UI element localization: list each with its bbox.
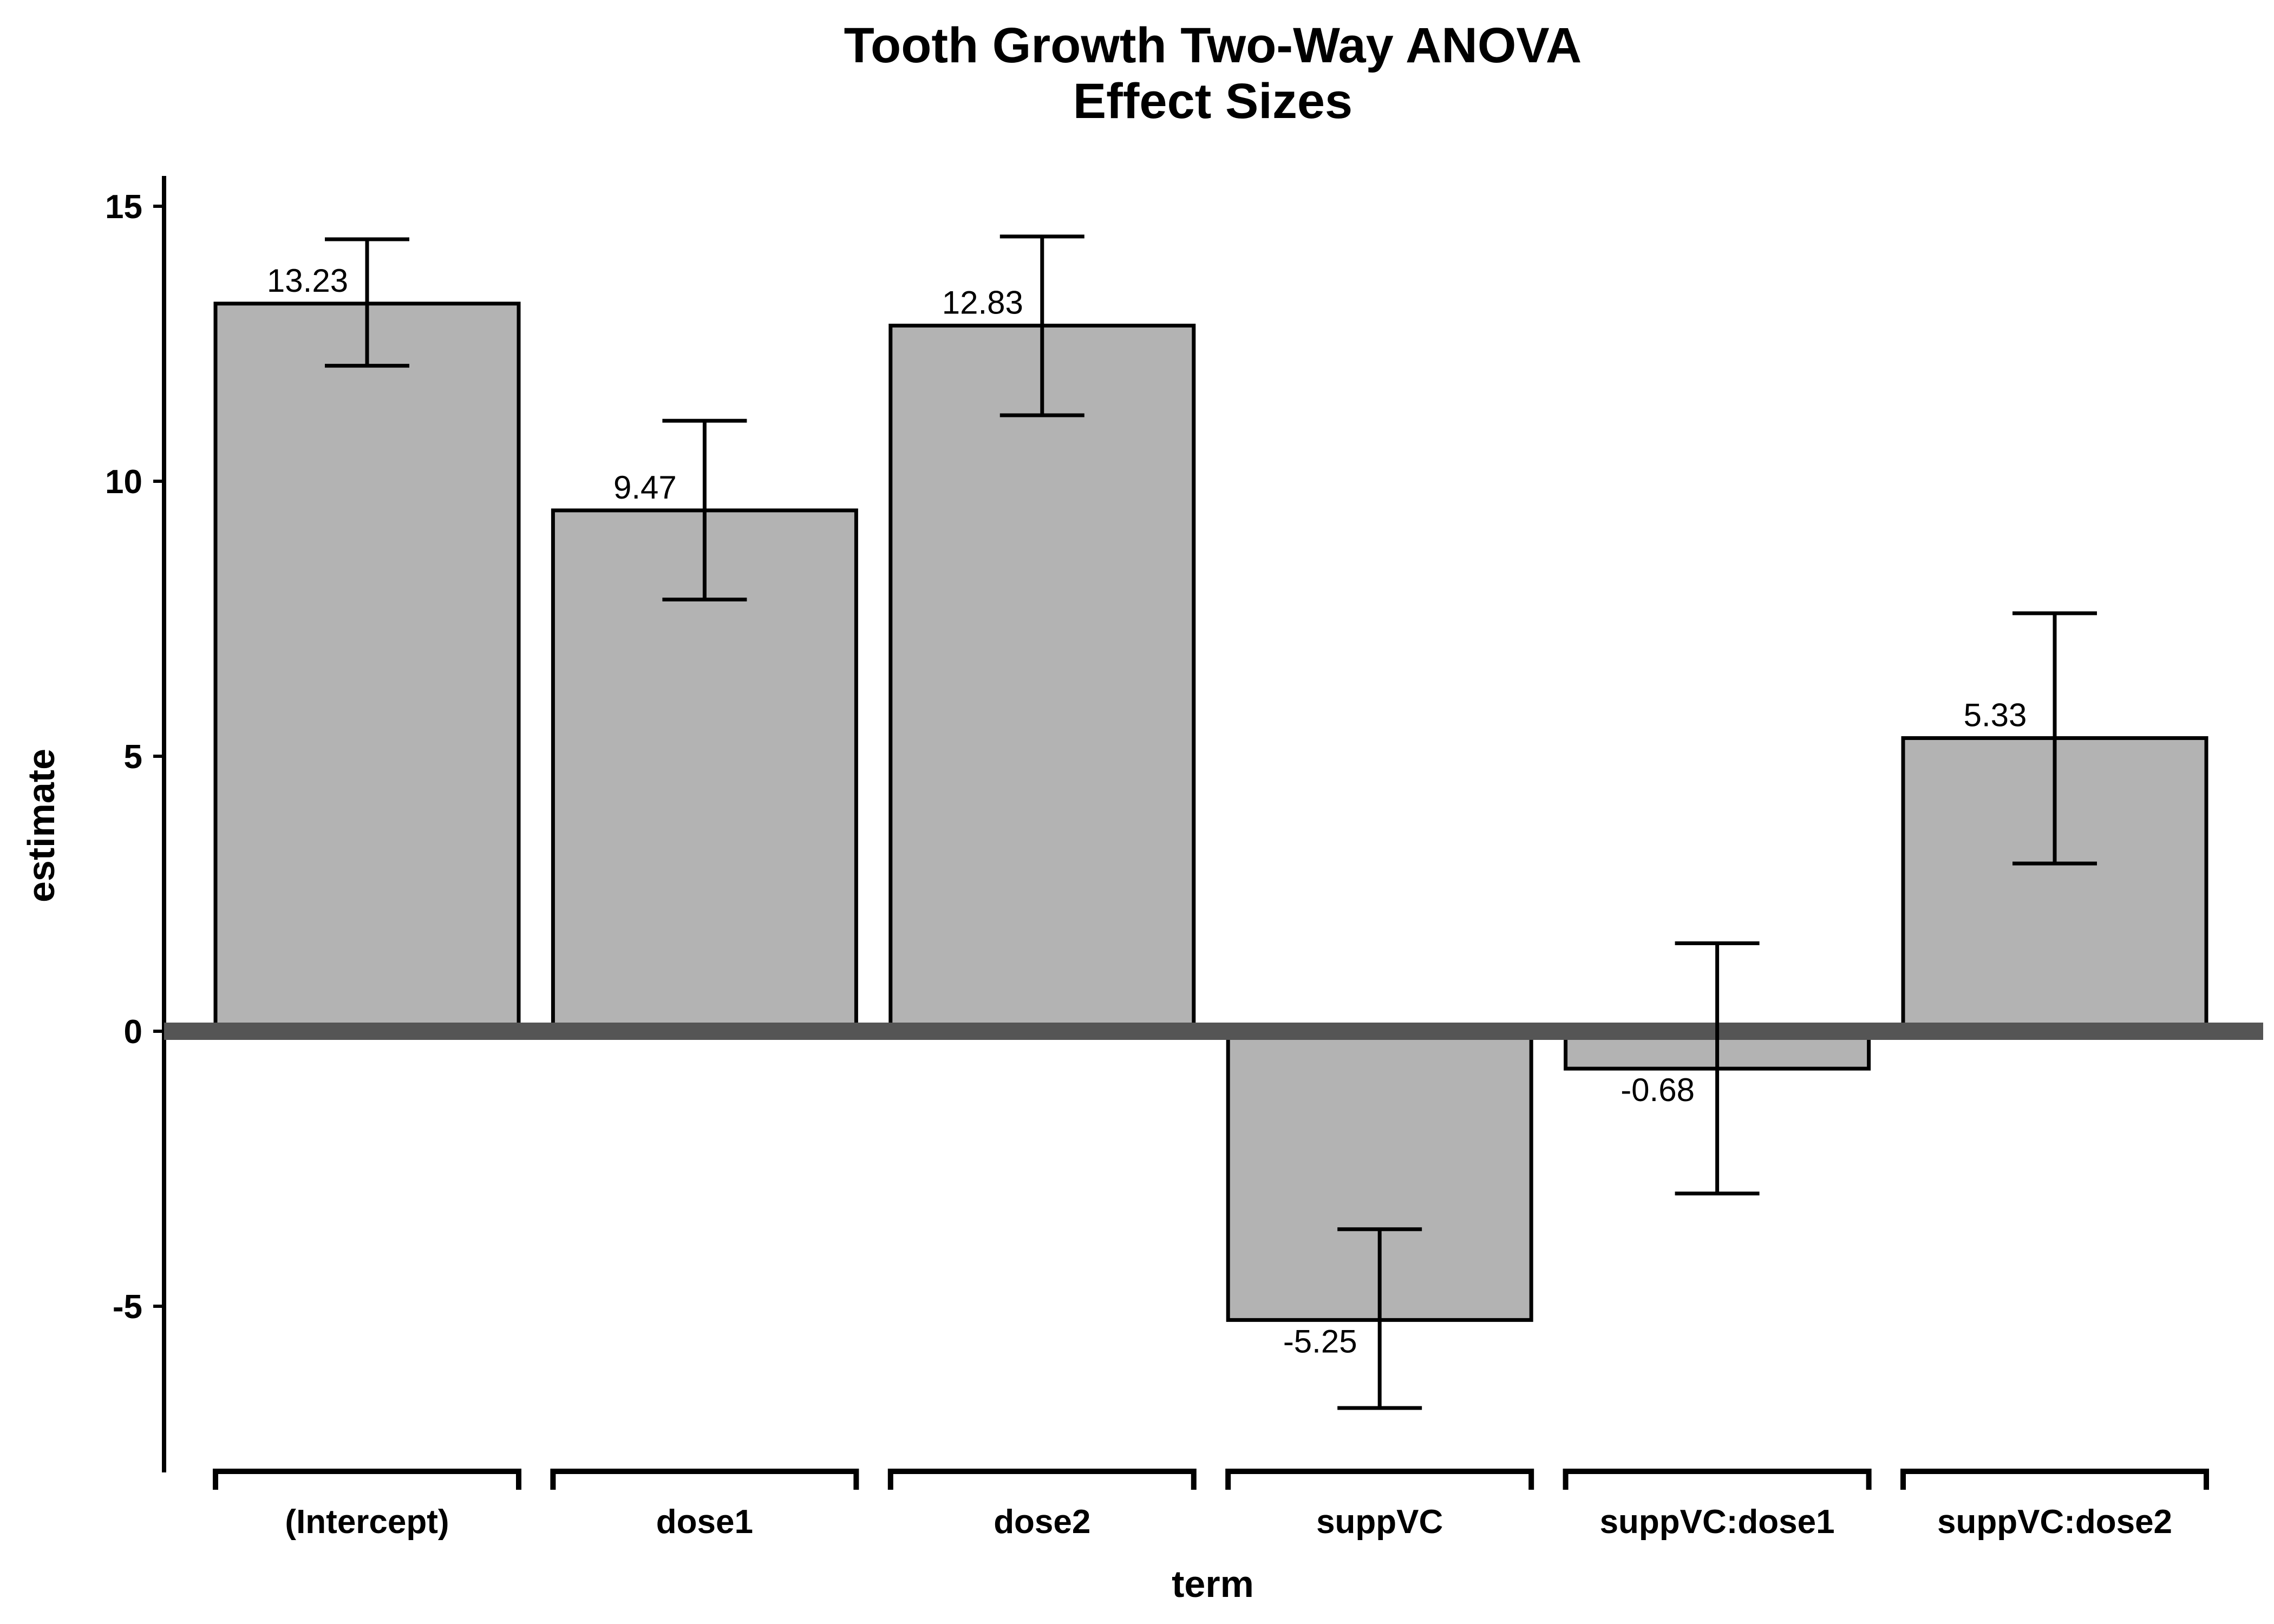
y-tick-label: 5 — [124, 738, 142, 776]
x-category-bracket — [1225, 1469, 1534, 1490]
x-category-bracket — [1563, 1469, 1872, 1490]
y-axis-title: estimate — [20, 749, 62, 902]
x-bracket-path — [887, 1469, 1197, 1490]
x-bracket-path — [213, 1469, 521, 1490]
data-label: 13.23 — [267, 263, 348, 299]
data-label: 9.47 — [613, 469, 677, 506]
data-label: 12.83 — [942, 284, 1023, 320]
x-bracket-path — [1225, 1469, 1534, 1490]
data-label: 5.33 — [1964, 697, 2027, 733]
data-label: -5.25 — [1283, 1323, 1357, 1359]
bar — [888, 323, 1196, 1033]
bar — [213, 302, 521, 1033]
error-bar — [325, 237, 409, 368]
x-category-bracket — [213, 1469, 521, 1490]
error-bar — [1337, 1227, 1422, 1410]
x-bracket-path — [1900, 1469, 2209, 1490]
x-tick-label: dose2 — [994, 1503, 1090, 1541]
error-bar — [999, 234, 1084, 417]
x-tick-label: suppVC — [1316, 1503, 1443, 1541]
data-label: -0.68 — [1620, 1072, 1695, 1108]
y-tick-label: 15 — [105, 188, 142, 226]
x-category-bracket — [550, 1469, 859, 1490]
plot-area: 15 10 5 0 -5 13.23 9.47 12.83 -5.25 -0.68 5.33 (Int… — [105, 176, 2263, 1541]
x-tick-label: suppVC:dose1 — [1600, 1503, 1835, 1541]
x-tick-label: dose1 — [656, 1503, 753, 1541]
y-tick-label: 10 — [105, 463, 142, 501]
chart-subtitle: Effect Sizes — [1073, 74, 1352, 129]
error-bar — [2012, 611, 2097, 866]
y-tick-label: -5 — [113, 1288, 142, 1326]
chart-title: Tooth Growth Two-Way ANOVA — [844, 18, 1582, 73]
x-tick-label: suppVC:dose2 — [1937, 1503, 2172, 1541]
y-tick-label: 0 — [124, 1013, 142, 1051]
x-category-bracket — [887, 1469, 1197, 1490]
x-category-bracket — [1900, 1469, 2209, 1490]
x-axis-title: term — [1172, 1563, 1254, 1605]
x-bracket-path — [550, 1469, 859, 1490]
x-tick-label: (Intercept) — [285, 1503, 449, 1541]
x-bracket-path — [1563, 1469, 1872, 1490]
error-bar — [1675, 941, 1760, 1196]
error-bar — [662, 418, 747, 601]
